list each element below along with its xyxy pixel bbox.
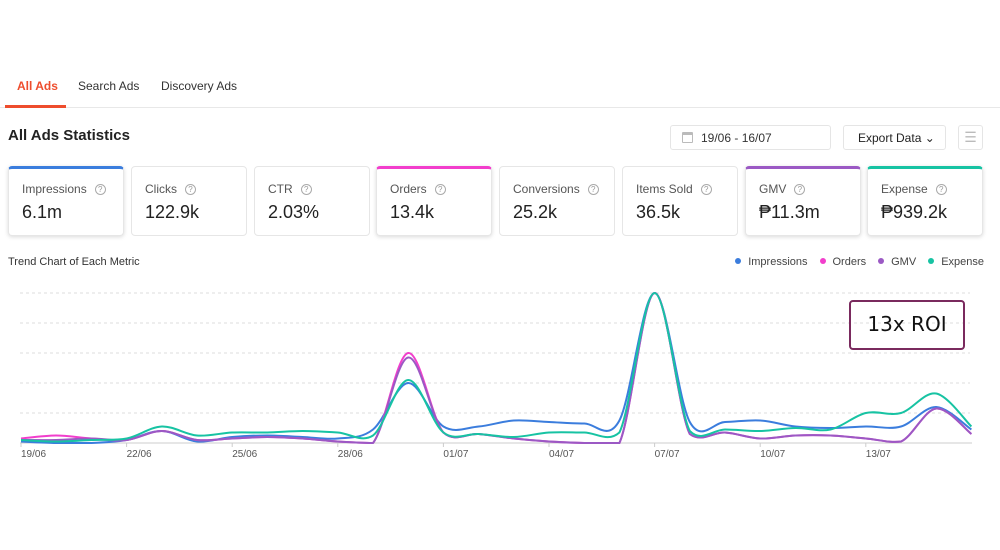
metric-value: 25.2k: [513, 202, 558, 222]
trend-chart: 19/06 22/06 25/06 28/06 01/07 04/07 07/07 10/07…: [20, 291, 973, 460]
metric-card-gmv[interactable]: GMV? ₱11.3m: [745, 166, 861, 236]
x-tick-label: 19/06: [21, 449, 46, 460]
date-range-value: 19/06 - 16/07: [701, 131, 772, 145]
metric-value: ₱939.2k: [881, 202, 948, 222]
help-icon[interactable]: ?: [434, 184, 446, 195]
series-line-impressions: [20, 291, 972, 444]
legend-dot-icon: [878, 258, 885, 264]
metric-label: CTR?: [268, 182, 312, 196]
tab-all-ads[interactable]: All Ads: [17, 79, 58, 93]
legend-item-orders[interactable]: Orders: [819, 256, 867, 268]
export-data-button[interactable]: Export Data ⌄: [843, 125, 946, 150]
x-tick-label: 07/07: [655, 449, 680, 460]
metric-label-text: Impressions: [22, 182, 87, 196]
legend-dot-icon: [928, 258, 935, 264]
x-tick-label: 13/07: [866, 449, 891, 460]
metric-card-impressions[interactable]: Impressions? 6.1m: [8, 166, 124, 236]
metric-value: 6.1m: [22, 202, 63, 222]
series-line-gmv: [20, 291, 973, 445]
metric-value: 122.9k: [145, 202, 200, 222]
help-icon[interactable]: ?: [935, 184, 947, 195]
metric-label: Expense?: [881, 182, 947, 196]
metric-card-clicks[interactable]: Clicks? 122.9k: [131, 166, 247, 236]
legend-item-gmv[interactable]: GMV: [878, 256, 916, 268]
hamburger-icon[interactable]: ☰: [958, 125, 983, 150]
metric-label: Clicks?: [145, 182, 196, 196]
x-tick-label: 01/07: [443, 449, 468, 460]
legend-label: GMV: [891, 256, 917, 268]
legend-item-impressions[interactable]: Impressions: [735, 256, 808, 268]
page-title: All Ads Statistics: [8, 127, 130, 144]
metric-label-text: Expense: [881, 182, 928, 196]
x-tick-label: 04/07: [549, 449, 574, 460]
help-icon[interactable]: ?: [185, 184, 196, 195]
roi-annotation: 13x ROI: [849, 300, 965, 350]
metric-label: Items Sold?: [636, 182, 712, 196]
calendar-icon: [682, 132, 693, 143]
metric-label: Impressions?: [22, 182, 106, 196]
metric-card-expense[interactable]: Expense? ₱939.2k: [867, 166, 983, 236]
ads-tabs: All Ads Search Ads Discovery Ads: [0, 68, 1000, 108]
metric-label-text: Items Sold: [636, 182, 693, 196]
series-line-orders: [20, 291, 973, 445]
legend-label: Expense: [941, 256, 984, 268]
metric-label-text: Orders: [390, 182, 427, 196]
x-tick-label: 22/06: [127, 449, 152, 460]
help-icon[interactable]: ?: [587, 184, 599, 195]
metric-label: Conversions?: [513, 182, 599, 196]
legend-dot-icon: [735, 258, 742, 264]
help-icon[interactable]: ?: [300, 184, 312, 195]
legend-label: Impressions: [748, 256, 808, 268]
metric-label-text: GMV: [759, 182, 787, 196]
metric-value: 13.4k: [390, 202, 435, 222]
tab-search-ads[interactable]: Search Ads: [78, 79, 140, 93]
metric-card-ctr[interactable]: CTR? 2.03%: [254, 166, 370, 236]
chart-title: Trend Chart of Each Metric: [8, 256, 140, 268]
metric-card-conversions[interactable]: Conversions? 25.2k: [499, 166, 615, 236]
tab-discovery-ads[interactable]: Discovery Ads: [161, 79, 238, 93]
x-tick-label: 25/06: [232, 449, 257, 460]
chart-legend: Impressions Orders GMV Expense: [735, 256, 984, 268]
metric-label-text: Clicks: [145, 182, 177, 196]
metric-card-orders[interactable]: Orders? 13.4k: [376, 166, 492, 236]
active-tab-indicator: [5, 105, 66, 108]
metric-card-items-sold[interactable]: Items Sold? 36.5k: [622, 166, 738, 236]
metric-label: Orders?: [390, 182, 446, 196]
metric-value: 36.5k: [636, 202, 681, 222]
help-icon[interactable]: ?: [700, 184, 712, 195]
help-icon[interactable]: ?: [94, 184, 106, 195]
x-tick-label: 10/07: [760, 449, 785, 460]
x-tick-label: 28/06: [338, 449, 363, 460]
legend-item-expense[interactable]: Expense: [928, 256, 984, 268]
legend-label: Orders: [832, 256, 867, 268]
metric-value: ₱11.3m: [759, 202, 820, 222]
legend-dot-icon: [819, 258, 826, 264]
metric-label-text: CTR: [268, 182, 293, 196]
metric-label: GMV?: [759, 182, 806, 196]
date-range-picker[interactable]: 19/06 - 16/07: [670, 125, 831, 150]
metric-label-text: Conversions: [513, 182, 580, 196]
help-icon[interactable]: ?: [794, 184, 806, 195]
metric-value: 2.03%: [268, 202, 320, 222]
series-line-expense: [20, 291, 973, 443]
